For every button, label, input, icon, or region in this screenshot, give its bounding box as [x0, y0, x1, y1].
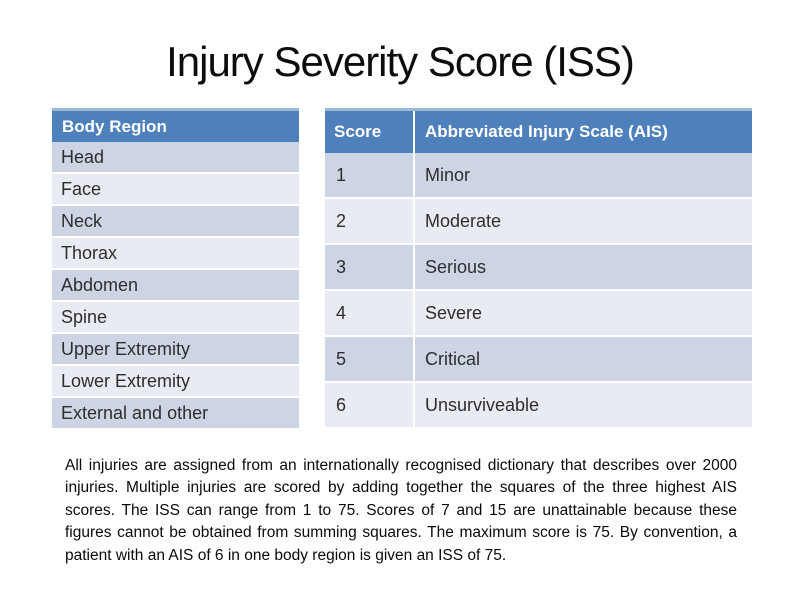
ais-score-cell: 2: [325, 199, 415, 243]
body-region-row: Abdomen: [52, 270, 299, 302]
body-region-row: Head: [52, 142, 299, 174]
ais-label-cell: Critical: [425, 348, 481, 369]
ais-score-cell: 3: [325, 245, 415, 289]
ais-label-cell: Serious: [425, 256, 487, 277]
ais-label-cell: Moderate: [425, 210, 502, 231]
ais-row: 6 Unsurviveable: [325, 383, 752, 429]
ais-label-cell: Minor: [425, 164, 471, 185]
ais-table-header-row: Score Abbreviated Injury Scale (AIS): [325, 108, 752, 153]
body-region-row: External and other: [52, 398, 299, 430]
description-paragraph: All injuries are assigned from an intern…: [65, 457, 737, 564]
ais-row: 5 Critical: [325, 337, 752, 383]
body-region-row: Lower Extremity: [52, 366, 299, 398]
body-region-row: Upper Extremity: [52, 334, 299, 366]
slide-title: Injury Severity Score (ISS): [166, 38, 635, 85]
ais-score-cell: 6: [325, 383, 415, 427]
body-region-table: Body Region Head Face Neck Thorax Abdome…: [52, 108, 299, 430]
ais-score-cell: 4: [325, 291, 415, 335]
body-region-row: Spine: [52, 302, 299, 334]
ais-row: 2 Moderate: [325, 199, 752, 245]
body-region-row: Thorax: [52, 238, 299, 270]
ais-score-cell: 1: [325, 153, 415, 197]
ais-row: 1 Minor: [325, 153, 752, 199]
ais-score-cell: 5: [325, 337, 415, 381]
ais-label-cell: Unsurviveable: [425, 394, 540, 415]
body-region-row: Face: [52, 174, 299, 206]
ais-table: Score Abbreviated Injury Scale (AIS) 1 M…: [325, 108, 752, 429]
ais-label-cell: Severe: [425, 302, 483, 323]
body-region-header: Body Region: [52, 108, 299, 142]
score-column-header: Score: [325, 111, 415, 153]
ais-row: 3 Serious: [325, 245, 752, 291]
body-region-row: Neck: [52, 206, 299, 238]
ais-row: 4 Severe: [325, 291, 752, 337]
ais-column-header: Abbreviated Injury Scale (AIS): [425, 122, 668, 141]
